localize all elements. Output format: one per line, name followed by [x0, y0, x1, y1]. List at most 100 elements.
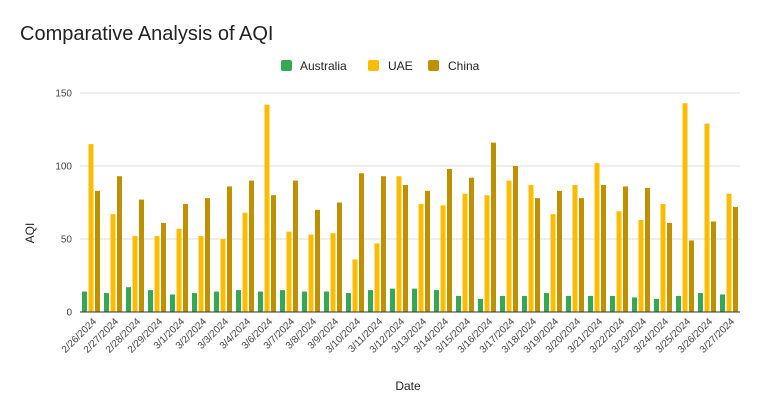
bar-china — [425, 190, 430, 312]
bar-uae — [726, 193, 732, 312]
bar-uae — [572, 184, 578, 312]
bar-australia — [566, 295, 571, 312]
chart-title: Comparative Analysis of AQI — [20, 23, 273, 45]
bar-uae — [704, 123, 710, 312]
bar-australia — [258, 291, 263, 312]
bar-uae — [132, 236, 138, 312]
bar-china — [667, 222, 672, 312]
bar-uae — [330, 233, 336, 312]
bar-china — [733, 206, 738, 312]
bar-uae — [242, 212, 248, 312]
bar-uae — [88, 144, 94, 312]
bar-australia — [82, 291, 87, 312]
bar-uae — [418, 203, 424, 312]
bar-australia — [676, 295, 681, 312]
bar-china — [227, 186, 232, 312]
bar-uae — [594, 163, 600, 312]
x-axis-label: Date — [395, 379, 421, 393]
y-axis-label: AQI — [23, 223, 37, 244]
bar-china — [381, 176, 386, 312]
y-tick-label: 0 — [66, 308, 72, 319]
bar-australia — [588, 295, 593, 312]
bar-australia — [610, 295, 615, 312]
y-tick-label: 100 — [55, 162, 72, 173]
bar-uae — [616, 211, 622, 312]
bar-china — [249, 180, 254, 312]
bar-australia — [456, 295, 461, 312]
bar-uae — [462, 193, 468, 312]
bar-uae — [528, 184, 534, 312]
bar-china — [447, 168, 452, 312]
bar-australia — [126, 287, 131, 312]
legend-swatch-australia — [281, 60, 292, 71]
bar-china — [337, 202, 342, 312]
bar-uae — [440, 205, 446, 312]
bar-uae — [550, 214, 556, 312]
bar-uae — [352, 259, 358, 312]
bar-china — [315, 209, 320, 312]
bar-uae — [286, 231, 292, 312]
bar-uae — [308, 234, 314, 312]
x-axis-ticks: 2/26/20242/27/20242/28/20242/29/20243/1/… — [60, 316, 738, 356]
bar-australia — [412, 288, 417, 312]
bar-uae — [198, 236, 204, 312]
bar-china — [491, 142, 496, 312]
bar-china — [513, 166, 518, 312]
bar-australia — [698, 293, 703, 312]
bar-uae — [506, 180, 512, 312]
bar-australia — [544, 293, 549, 312]
bar-uae — [374, 243, 380, 312]
bar-uae — [484, 195, 490, 312]
bar-uae — [264, 104, 270, 313]
legend-label-uae: UAE — [388, 59, 413, 73]
bar-uae — [638, 220, 644, 312]
bar-china — [95, 190, 100, 312]
bar-australia — [500, 295, 505, 312]
bar-china — [139, 199, 144, 312]
bar-china — [271, 195, 276, 312]
gridlines — [80, 92, 740, 240]
bar-australia — [654, 298, 659, 312]
bar-china — [711, 221, 716, 312]
bar-uae — [154, 236, 160, 312]
legend-swatch-china — [428, 60, 439, 71]
bar-uae — [660, 203, 666, 312]
bar-australia — [302, 291, 307, 312]
bar-china — [403, 184, 408, 312]
y-tick-label: 50 — [61, 235, 73, 246]
bar-china — [535, 198, 540, 312]
bar-australia — [434, 290, 439, 312]
bar-china — [183, 203, 188, 312]
bar-uae — [110, 214, 116, 312]
legend-swatch-uae — [368, 60, 379, 71]
bar-china — [359, 173, 364, 312]
bar-australia — [346, 293, 351, 312]
y-tick-label: 150 — [55, 89, 72, 100]
legend: Australia UAE China — [281, 59, 480, 73]
bars — [82, 103, 738, 313]
bar-china — [117, 176, 122, 312]
bar-australia — [104, 293, 109, 312]
bar-australia — [368, 290, 373, 312]
bar-china — [293, 180, 298, 312]
bar-australia — [148, 290, 153, 312]
legend-label-china: China — [448, 59, 480, 73]
bar-uae — [682, 103, 688, 312]
bar-australia — [192, 293, 197, 312]
bar-australia — [324, 291, 329, 312]
bar-china — [161, 222, 166, 312]
bar-australia — [632, 297, 637, 312]
y-axis-ticks: 0 50 100 150 — [55, 89, 72, 319]
bar-australia — [478, 298, 483, 312]
bar-australia — [236, 290, 241, 312]
bar-uae — [176, 228, 182, 312]
bar-china — [645, 187, 650, 312]
bar-australia — [170, 294, 175, 312]
bar-china — [623, 186, 628, 312]
legend-label-australia: Australia — [300, 59, 347, 73]
bar-china — [205, 198, 210, 312]
bar-australia — [522, 295, 527, 312]
bar-china — [469, 177, 474, 312]
bar-china — [601, 184, 606, 312]
bar-australia — [214, 291, 219, 312]
